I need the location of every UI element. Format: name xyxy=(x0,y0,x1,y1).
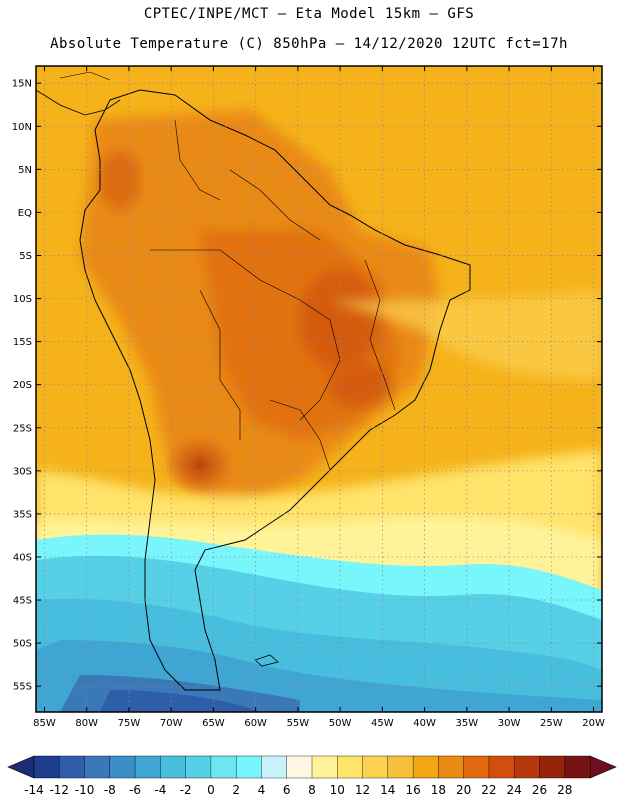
colorbar-label: 4 xyxy=(258,783,266,797)
lat-tick-label: 55S xyxy=(13,682,32,693)
colorbar-swatch xyxy=(337,755,364,779)
colorbar-swatch xyxy=(564,755,591,779)
lon-tick-label: 55W xyxy=(287,718,310,729)
colorbar-swatch xyxy=(160,755,187,779)
lon-tick-label: 40W xyxy=(413,718,436,729)
lat-tick-label: 25S xyxy=(13,423,32,434)
colorbar-label: -2 xyxy=(180,783,192,797)
colorbar-label: 20 xyxy=(456,783,471,797)
colorbar-swatch xyxy=(412,755,439,779)
colorbar-label: 22 xyxy=(481,783,496,797)
lon-tick-label: 60W xyxy=(244,718,267,729)
lat-tick-label: 5S xyxy=(19,251,32,262)
colorbar-label: 14 xyxy=(380,783,395,797)
colorbar-swatch xyxy=(235,755,262,779)
lat-tick-label: 5N xyxy=(18,165,32,176)
lon-tick-label: 20W xyxy=(582,718,605,729)
lon-tick-label: 30W xyxy=(498,718,521,729)
colorbar-swatch xyxy=(539,755,566,779)
colorbar-swatch xyxy=(488,755,515,779)
colorbar-label: 8 xyxy=(308,783,316,797)
latitude-axis: 15N 10N 5N EQ 5S 10S 15S 20S 25S 30S 35S 40S 45S 50S 5… xyxy=(12,79,602,693)
lat-tick-label: 15N xyxy=(12,79,32,90)
colorbar-over-arrow xyxy=(589,755,617,779)
colorbar-under-arrow xyxy=(7,755,35,779)
lon-tick-label: 80W xyxy=(75,718,98,729)
lon-tick-label: 45W xyxy=(371,718,394,729)
colorbar-swatch xyxy=(286,755,313,779)
colorbar-swatch xyxy=(261,755,288,779)
temperature-field xyxy=(36,66,602,712)
colorbar-swatch xyxy=(84,755,111,779)
colorbar-swatch xyxy=(311,755,338,779)
colorbar-swatch xyxy=(463,755,490,779)
lon-tick-label: 50W xyxy=(329,718,352,729)
colorbar-swatch xyxy=(438,755,465,779)
colorbar-label: 28 xyxy=(557,783,572,797)
colorbar-swatch xyxy=(33,755,60,779)
lon-tick-label: 25W xyxy=(540,718,563,729)
lat-tick-label: 10S xyxy=(13,294,32,305)
colorbar-swatch xyxy=(513,755,540,779)
colorbar-label: 16 xyxy=(405,783,420,797)
lat-tick-label: 50S xyxy=(13,639,32,650)
colorbar-label: -6 xyxy=(129,783,141,797)
longitude-axis: 85W 80W 75W 70W 65W 60W 55W 50W 45W 40W 35W 30W 25W 2… xyxy=(33,66,605,729)
colorbar-swatch xyxy=(362,755,389,779)
colorbar-label: 0 xyxy=(207,783,215,797)
colorbar-label: -14 xyxy=(24,783,44,797)
colorbar-label: -4 xyxy=(154,783,166,797)
colorbar-label: -10 xyxy=(75,783,95,797)
lon-tick-label: 35W xyxy=(456,718,479,729)
lat-tick-label: 15S xyxy=(13,337,32,348)
lon-tick-label: 70W xyxy=(160,718,183,729)
chart-title: CPTEC/INPE/MCT – Eta Model 15km – GFS xyxy=(143,6,475,22)
map-frame xyxy=(35,65,603,713)
colorbar-label: -8 xyxy=(104,783,116,797)
colorbar-label: 6 xyxy=(283,783,291,797)
lon-tick-label: 65W xyxy=(202,718,225,729)
colorbar-label: 12 xyxy=(355,783,370,797)
lon-tick-label: 85W xyxy=(33,718,56,729)
colorbar-label: 26 xyxy=(532,783,547,797)
lat-tick-label: 40S xyxy=(13,552,32,563)
colorbar-swatch xyxy=(134,755,161,779)
colorbar-swatch xyxy=(109,755,136,779)
colorbar-swatch xyxy=(387,755,414,779)
lat-tick-label: 10N xyxy=(12,122,32,133)
lat-tick-label: 45S xyxy=(13,596,32,607)
lat-tick-label: 20S xyxy=(13,380,32,391)
chart-subtitle: Absolute Temperature (C) 850hPa – 14/12/… xyxy=(50,36,568,52)
colorbar-label: 10 xyxy=(330,783,345,797)
colorbar-swatch xyxy=(59,755,86,779)
lon-tick-label: 75W xyxy=(118,718,141,729)
colorbar-swatch xyxy=(185,755,212,779)
colorbar-swatch xyxy=(210,755,237,779)
lat-tick-label: 35S xyxy=(13,509,32,520)
lat-tick-label: EQ xyxy=(18,208,32,219)
colorbar-label: -12 xyxy=(49,783,69,797)
colorbar-label: 18 xyxy=(431,783,446,797)
lat-tick-label: 30S xyxy=(13,466,32,477)
colorbar-label: 2 xyxy=(232,783,240,797)
colorbar-label: 24 xyxy=(507,783,522,797)
colorbar: -14 -12 -10 -8 -6 -4 -2 0 2 4 6 8 10 12 14 16 18 20 22 24 26… xyxy=(7,755,617,797)
